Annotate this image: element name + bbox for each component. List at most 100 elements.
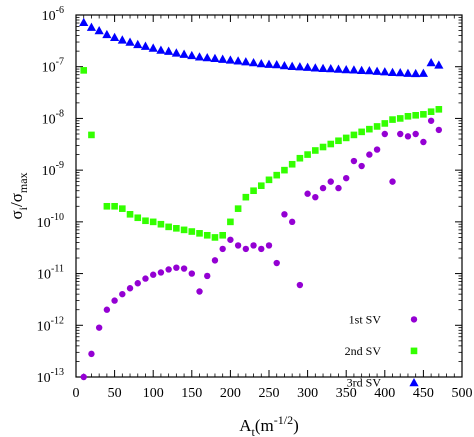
triangle-point bbox=[279, 61, 290, 70]
triangle-point bbox=[248, 58, 259, 67]
square-point bbox=[427, 108, 435, 115]
plot-area bbox=[75, 14, 463, 378]
y-axis-label: σi/σmax bbox=[7, 172, 30, 219]
square-point bbox=[420, 111, 427, 118]
triangle-point bbox=[171, 48, 181, 57]
circle-point bbox=[196, 288, 203, 295]
triangle-point bbox=[303, 62, 313, 71]
x-tick-label: 150 bbox=[181, 386, 202, 401]
circle-point bbox=[126, 285, 134, 292]
y-tick-label: 10-12 bbox=[37, 315, 64, 334]
circle-point bbox=[180, 265, 188, 272]
square-point bbox=[149, 218, 157, 226]
square-point bbox=[257, 182, 265, 190]
square-point bbox=[126, 211, 134, 218]
series-2 bbox=[80, 67, 443, 241]
circle-point bbox=[157, 269, 165, 276]
series-1 bbox=[80, 117, 443, 381]
square-point bbox=[203, 231, 211, 239]
triangle-point bbox=[287, 61, 297, 70]
triangle-point bbox=[426, 58, 436, 67]
x-tick-label: 350 bbox=[336, 386, 357, 401]
triangle-point bbox=[86, 22, 97, 31]
triangle-point bbox=[94, 25, 104, 35]
y-tick-label: 10-10 bbox=[37, 212, 64, 231]
circle-point bbox=[219, 245, 226, 253]
x-tick-label: 200 bbox=[220, 386, 241, 401]
circle-point bbox=[103, 306, 111, 313]
triangle-point bbox=[349, 65, 359, 74]
square-point bbox=[389, 116, 396, 123]
triangle-point bbox=[295, 62, 305, 71]
triangle-point bbox=[256, 58, 266, 68]
circle-point bbox=[350, 157, 358, 165]
square-point bbox=[296, 154, 304, 162]
triangle-point bbox=[264, 59, 274, 68]
x-tick-label: 450 bbox=[413, 386, 434, 401]
legend: 1st SV 2nd SV 3rd SV bbox=[345, 312, 419, 390]
circle-point bbox=[188, 270, 195, 277]
square-point bbox=[312, 147, 319, 154]
square-point bbox=[134, 214, 142, 222]
triangle-point bbox=[241, 57, 251, 66]
circle-point bbox=[227, 236, 234, 243]
square-point bbox=[142, 217, 149, 225]
triangle-point bbox=[418, 68, 428, 77]
x-tick-label: 500 bbox=[452, 386, 473, 401]
square-point bbox=[304, 151, 311, 158]
triangle-point bbox=[79, 17, 89, 27]
circle-point bbox=[366, 151, 373, 158]
triangle-point bbox=[333, 64, 344, 73]
triangle-point bbox=[357, 65, 367, 75]
triangle-point bbox=[411, 68, 421, 78]
triangle-point bbox=[318, 63, 328, 73]
y-tick-label: 10-13 bbox=[37, 367, 64, 386]
square-point bbox=[319, 143, 327, 151]
triangle-point bbox=[194, 52, 205, 61]
triangle-point bbox=[140, 41, 151, 50]
triangle-point bbox=[202, 53, 212, 62]
circle-point bbox=[119, 290, 126, 298]
triangle-point bbox=[110, 32, 120, 42]
square-point bbox=[242, 193, 250, 201]
triangle-point bbox=[395, 67, 405, 77]
circle-point bbox=[273, 259, 280, 267]
triangle-point bbox=[148, 43, 158, 52]
square-point bbox=[227, 218, 234, 226]
circle-point bbox=[265, 242, 273, 249]
x-tick-label: 50 bbox=[108, 386, 122, 401]
triangle-point bbox=[233, 56, 243, 65]
triangle-point bbox=[156, 45, 166, 54]
circle-point bbox=[211, 257, 219, 264]
triangle-point bbox=[225, 55, 235, 64]
square-point bbox=[103, 202, 111, 210]
triangle-point bbox=[133, 39, 143, 49]
legend-label: 3rd SV bbox=[347, 376, 382, 390]
square-point bbox=[281, 166, 288, 174]
y-tick-label: 10-9 bbox=[42, 160, 64, 179]
square-point bbox=[180, 226, 188, 234]
y-tick-label: 10-11 bbox=[37, 264, 64, 283]
circle-point bbox=[281, 211, 288, 218]
circle-point bbox=[404, 133, 412, 140]
triangle-point bbox=[102, 29, 112, 39]
y-tick-label: 10-8 bbox=[42, 108, 64, 127]
square-point bbox=[404, 112, 412, 120]
legend-label: 1st SV bbox=[349, 312, 382, 326]
square-point bbox=[111, 202, 118, 210]
y-tick-label: 10-6 bbox=[42, 5, 64, 24]
square-point bbox=[358, 128, 365, 136]
triangle-point bbox=[117, 35, 127, 44]
square-point bbox=[327, 140, 335, 148]
legend-circle-marker bbox=[410, 316, 418, 323]
square-point bbox=[119, 205, 126, 212]
circle-point bbox=[80, 373, 87, 381]
square-point bbox=[288, 160, 296, 168]
triangle-point bbox=[380, 67, 390, 76]
triangle-point bbox=[372, 66, 382, 75]
square-point bbox=[366, 125, 373, 133]
triangle-point bbox=[125, 37, 135, 46]
square-point bbox=[265, 176, 273, 184]
legend-square-marker bbox=[410, 347, 418, 355]
